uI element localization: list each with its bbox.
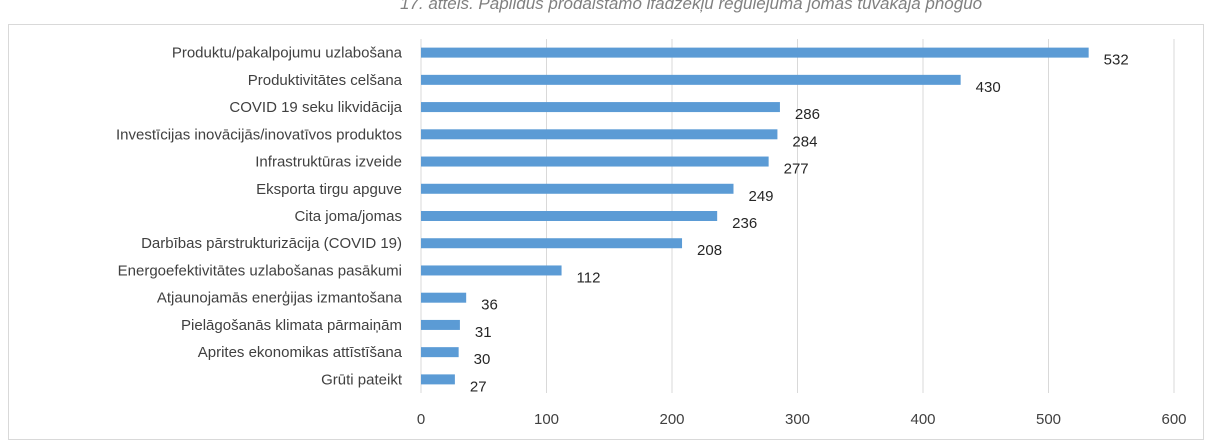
data-labels: 532 430 286 284 277 249 236 208 112 36 31 30 27 [470,52,1129,396]
category-label: Atjaunojamās enerģijas izmantošana [157,290,403,307]
x-tick-label: 400 [910,411,935,428]
category-label: Darbības pārstrukturizācija (COVID 19) [141,235,402,252]
x-tick-label: 0 [417,411,425,428]
bar [421,47,1089,58]
data-label: 249 [748,188,773,205]
chart-title: 17. attēls. Papildus prodalstāmo ifādzek… [400,0,983,13]
data-label: 236 [732,215,757,232]
x-tick-label: 200 [659,411,684,428]
bar [421,211,718,221]
bar [421,156,769,167]
bar [421,129,778,140]
data-label: 277 [784,161,809,178]
data-label: 286 [795,106,820,123]
bar [421,265,562,276]
x-tick-label: 600 [1161,411,1186,428]
bar [421,102,780,113]
category-label: Infrastruktūras izveide [255,154,402,171]
category-label: Produktu/pakalpojumu uzlabošana [172,45,403,62]
bar [421,74,961,85]
x-tick-label: 100 [534,411,559,428]
category-label: Investīcijas inovācijās/inovatīvos produ… [116,126,402,143]
category-label: Aprites ekonomikas attīstīšana [198,344,403,361]
bar [421,238,683,249]
x-tick-label: 300 [785,411,810,428]
data-label: 27 [470,378,487,395]
bar [421,292,467,303]
category-label: COVID 19 seku likvidācija [229,99,402,116]
category-label: Grūti pateikt [321,371,403,388]
data-label: 112 [577,269,601,286]
category-label: Produktivitātes celšana [248,72,403,89]
x-tick-label: 500 [1036,411,1061,428]
category-label: Cita joma/jomas [294,208,402,225]
x-tick-labels: 0 100 200 300 400 500 600 [417,411,1187,428]
bars [421,47,1089,385]
data-label: 31 [475,324,492,341]
data-label: 208 [697,242,722,259]
bar [421,347,459,358]
data-label: 532 [1104,52,1129,69]
category-labels: Produktu/pakalpojumu uzlabošana Produktiv… [116,45,403,389]
category-label: Energoefektivitātes uzlabošanas pasākumi [118,262,402,279]
bar [421,374,455,385]
data-label: 430 [976,79,1001,96]
data-label: 30 [474,351,491,368]
chart-frame [8,24,1204,440]
category-label: Eksporta tirgu apguve [256,181,402,198]
bar [421,183,734,194]
category-label: Pielāgošanās klimata pārmaiņām [181,317,402,334]
data-label: 36 [481,297,498,314]
bar [421,319,460,330]
data-label: 284 [792,133,817,150]
